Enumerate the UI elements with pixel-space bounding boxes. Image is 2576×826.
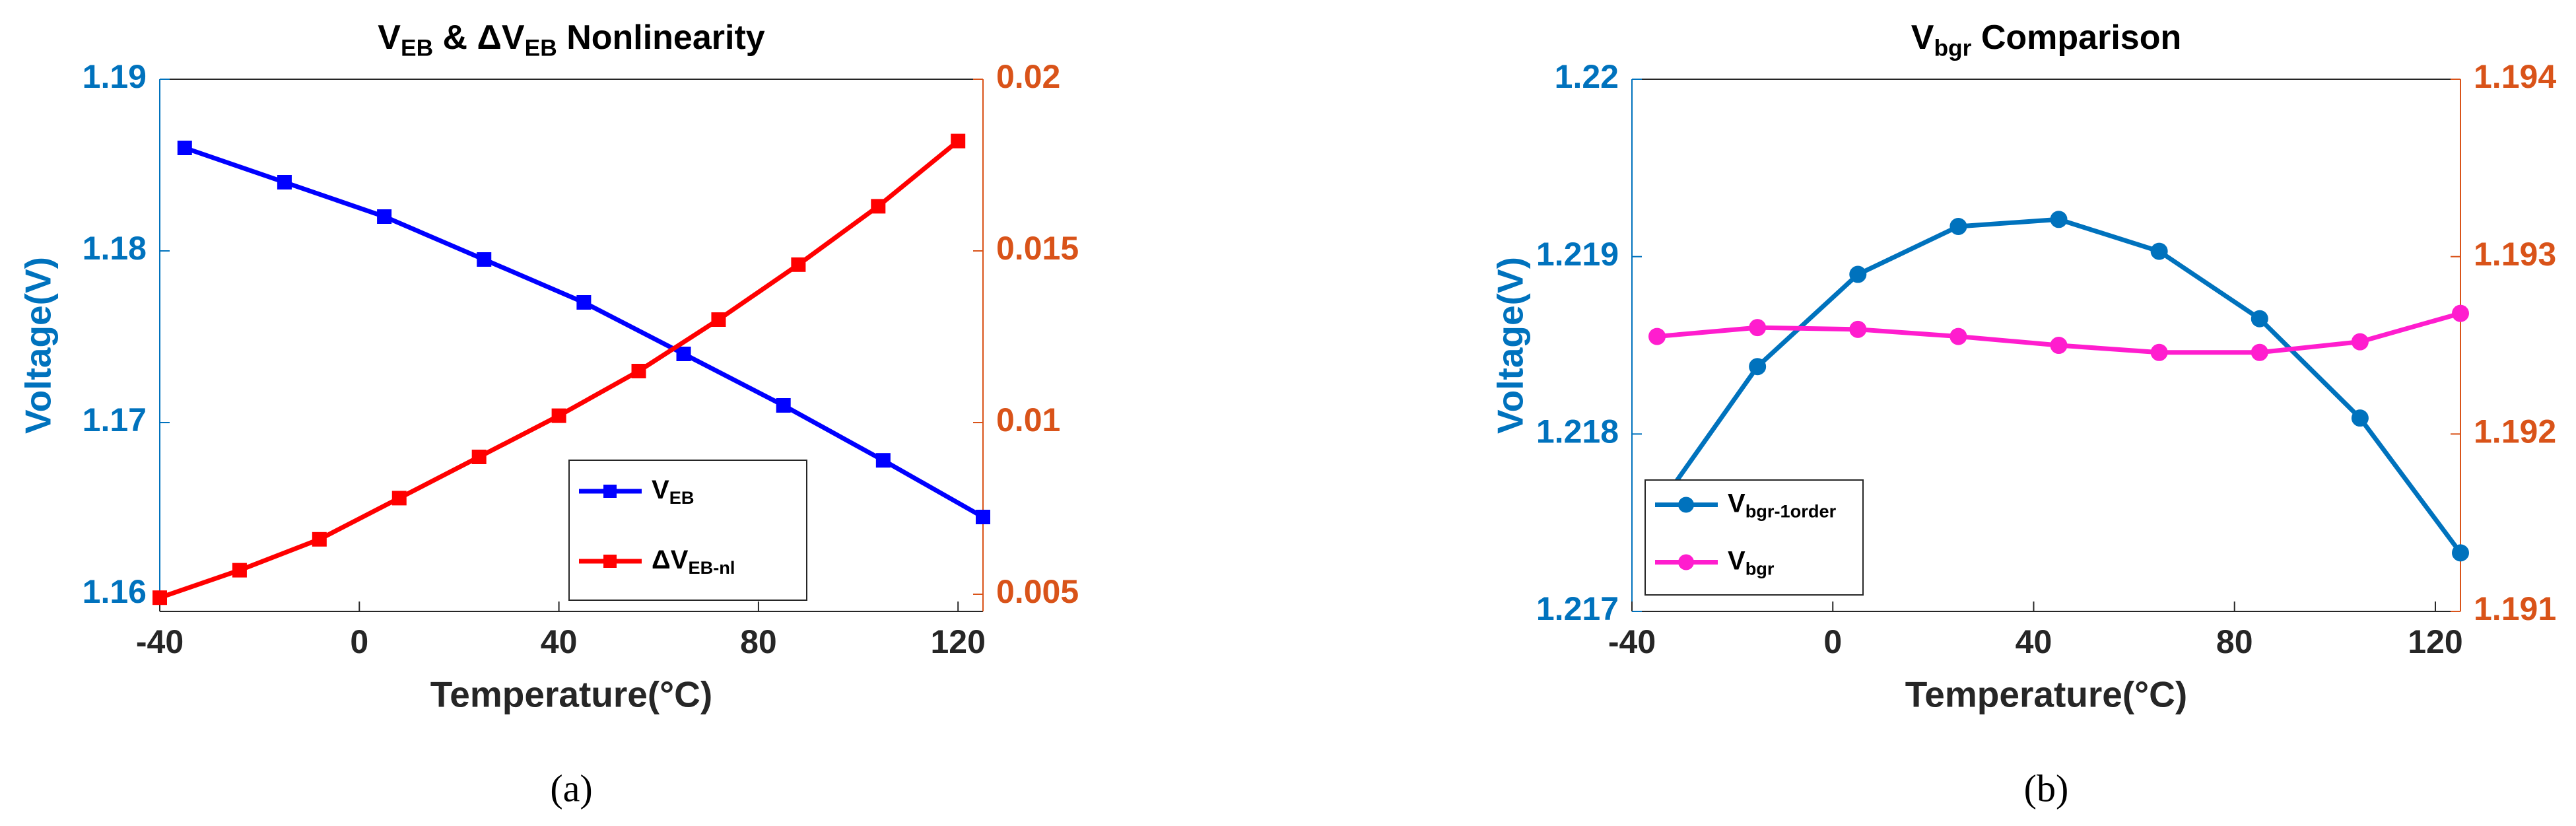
marker	[711, 312, 726, 327]
chart-title-sub: EB	[401, 36, 433, 61]
y2-tick-label: 1.193	[2474, 236, 2556, 273]
x-tick-label: 80	[2216, 623, 2253, 660]
marker	[1949, 217, 1967, 235]
marker	[871, 199, 886, 214]
x-tick-label: -40	[136, 623, 184, 660]
marker	[2351, 409, 2369, 427]
y-tick-label: 1.22	[1555, 58, 1619, 95]
marker	[377, 209, 392, 224]
chart-title-part: V	[378, 18, 401, 57]
legend-label: Vbgr	[1728, 546, 1775, 579]
x-tick-label: 80	[740, 623, 777, 660]
marker	[2251, 343, 2268, 361]
x-tick-label: 40	[541, 623, 578, 660]
marker	[232, 563, 247, 578]
y2-tick-label: 0.02	[996, 58, 1060, 95]
y-tick-label: 1.19	[83, 58, 147, 95]
legend-label-part: V	[1728, 546, 1746, 575]
legend-label-part: V	[1728, 489, 1746, 518]
y-tick-label: 1.18	[83, 230, 147, 267]
y2-tick-label: 1.194	[2474, 58, 2556, 95]
marker	[312, 532, 327, 547]
legend-label-part: ΔV	[652, 545, 689, 574]
marker	[2452, 544, 2469, 562]
y2-tick-label: 1.192	[2474, 413, 2556, 450]
chart-title: Vbgr Comparison	[1911, 18, 2181, 61]
legend-label-sub: EB-nl	[688, 557, 735, 578]
legend-marker	[603, 555, 617, 568]
marker	[1949, 327, 1967, 345]
marker	[951, 133, 966, 149]
y-axis-label: Voltage(V)	[18, 257, 59, 434]
marker	[2050, 211, 2068, 228]
marker	[576, 295, 592, 310]
marker	[551, 408, 566, 423]
marker	[791, 257, 806, 272]
y2-tick-label: 0.005	[996, 573, 1079, 610]
x-axis-label: Temperature(°C)	[1905, 674, 2187, 715]
y2-tick-label: 0.01	[996, 401, 1060, 438]
marker	[2351, 333, 2369, 351]
legend-label-part: V	[652, 475, 669, 504]
chart-title-part: & ΔV	[433, 18, 525, 57]
chart-title-sub: EB	[525, 36, 557, 61]
y-tick-label: 1.17	[83, 401, 147, 438]
x-tick-label: 40	[2016, 623, 2052, 660]
legend-label: ΔVEB-nl	[652, 545, 735, 578]
y2-tick-label: 0.015	[996, 230, 1079, 267]
series-line	[158, 139, 960, 600]
y-tick-label: 1.219	[1536, 236, 1619, 273]
marker	[631, 364, 646, 378]
caption: (b)	[2024, 767, 2069, 809]
legend-label: Vbgr-1order	[1728, 489, 1837, 522]
legend-label-sub: bgr	[1746, 559, 1775, 579]
marker	[1849, 265, 1867, 283]
marker	[976, 510, 990, 524]
legend-marker	[1678, 497, 1694, 513]
marker	[2150, 343, 2168, 361]
y2-tick-label: 1.191	[2474, 590, 2556, 627]
marker	[2050, 337, 2068, 354]
marker	[875, 453, 891, 468]
x-tick-label: 120	[2408, 623, 2462, 660]
marker	[277, 175, 292, 189]
legend-label-sub: EB	[669, 487, 695, 508]
y-axis-label: Voltage(V)	[1490, 257, 1531, 434]
y-tick-label: 1.217	[1536, 590, 1619, 627]
caption: (a)	[550, 767, 592, 809]
chart-title-part: Comparison	[1971, 18, 2181, 57]
chart-title-part: Nonlinearity	[557, 18, 765, 57]
x-tick-label: -40	[1608, 623, 1656, 660]
marker	[1749, 358, 1767, 376]
legend-marker	[1678, 554, 1694, 570]
chart-title-part: V	[1911, 18, 1934, 57]
legend-box	[568, 460, 807, 601]
x-axis-label: Temperature(°C)	[430, 674, 712, 715]
marker	[1749, 319, 1767, 337]
marker	[776, 398, 791, 413]
x-tick-label: 0	[350, 623, 368, 660]
legend-label-sub: bgr-1order	[1746, 501, 1837, 522]
legend-marker	[603, 485, 617, 498]
marker	[471, 450, 487, 464]
chart-title-sub: bgr	[1934, 36, 1971, 61]
marker	[1849, 320, 1867, 338]
marker	[2452, 304, 2469, 322]
x-tick-label: 0	[1823, 623, 1842, 660]
y-tick-label: 1.218	[1536, 413, 1619, 450]
marker	[2251, 310, 2268, 327]
marker	[1648, 327, 1666, 345]
marker	[477, 252, 492, 267]
marker	[676, 347, 691, 361]
x-tick-label: 120	[930, 623, 985, 660]
marker	[153, 590, 167, 605]
marker	[2150, 242, 2168, 260]
marker	[177, 141, 192, 155]
legend-label: VEB	[652, 475, 694, 508]
y-tick-label: 1.16	[83, 573, 147, 610]
chart-title: VEB & ΔVEB Nonlinearity	[378, 18, 764, 61]
marker	[391, 491, 407, 506]
